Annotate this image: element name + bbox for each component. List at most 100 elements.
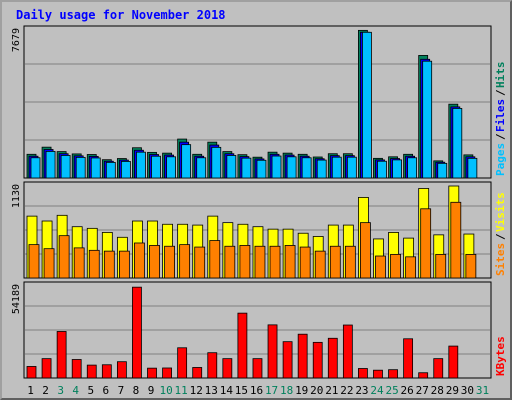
bar-sites-day-6 — [103, 250, 115, 279]
bar-pages-day-6 — [105, 161, 116, 179]
x-tick-label-day-4: 4 — [72, 384, 79, 397]
x-tick-label-day-12: 12 — [190, 384, 203, 397]
bar-sites-day-28 — [435, 253, 447, 279]
bar-kbytes-day-27 — [418, 372, 429, 379]
bar-sites-day-8 — [134, 242, 145, 279]
x-tick-label-day-18: 18 — [280, 384, 293, 397]
bar-sites-day-24 — [375, 255, 386, 279]
bar-sites-day-19 — [299, 246, 311, 279]
x-tick-label-day-24: 24 — [370, 384, 384, 397]
x-tick-label-day-23: 23 — [355, 384, 368, 397]
bar-sites-day-17 — [269, 245, 281, 279]
x-tick-label-day-2: 2 — [42, 384, 49, 397]
x-tick-label-day-1: 1 — [27, 384, 34, 397]
x-tick-label-day-27: 27 — [416, 384, 429, 397]
bar-sites-day-26 — [405, 256, 417, 279]
legend-sites: Sites — [494, 243, 507, 276]
bar-sites-day-22 — [344, 245, 356, 279]
bar-sites-day-14 — [224, 245, 236, 279]
bar-kbytes-day-9 — [147, 367, 157, 379]
x-tick-label-day-19: 19 — [295, 384, 308, 397]
bar-kbytes-day-16 — [252, 358, 263, 379]
bar-kbytes-day-7 — [116, 361, 127, 379]
bar-pages-day-22 — [346, 156, 357, 179]
bar-sites-day-27 — [420, 208, 432, 279]
bar-kbytes-day-3 — [56, 331, 67, 379]
x-tick-label-day-5: 5 — [87, 384, 94, 397]
legend-files: Files — [494, 99, 507, 132]
bar-sites-day-16 — [254, 245, 266, 279]
bar-kbytes-day-25 — [388, 369, 398, 379]
bar-pages-day-21 — [331, 156, 342, 179]
bar-pages-day-15 — [241, 157, 252, 179]
legend-separator: / — [494, 133, 507, 140]
bar-pages-day-18 — [286, 156, 297, 179]
bar-sites-day-12 — [194, 246, 206, 279]
bar-kbytes-day-28 — [433, 358, 444, 379]
x-tick-label-day-17: 17 — [265, 384, 278, 397]
bar-sites-day-29 — [450, 201, 462, 279]
x-tick-label-day-13: 13 — [205, 384, 218, 397]
bar-pages-day-14 — [226, 155, 237, 179]
bar-sites-day-5 — [88, 249, 100, 279]
bar-kbytes-day-11 — [177, 347, 188, 379]
bar-kbytes-day-12 — [192, 367, 203, 379]
x-tick-label-day-21: 21 — [325, 384, 338, 397]
bar-sites-day-3 — [58, 235, 70, 279]
chart-title: Daily usage for November 2018 — [16, 8, 226, 22]
bar-kbytes-day-22 — [342, 324, 353, 379]
bar-sites-day-2 — [43, 248, 55, 279]
bar-sites-day-1 — [28, 244, 40, 279]
bar-sites-day-11 — [179, 244, 191, 279]
x-tick-label-day-22: 22 — [340, 384, 353, 397]
panel-3-ymax-label: 54189 — [11, 284, 22, 314]
bar-kbytes-day-19 — [297, 333, 308, 379]
x-tick-label-day-16: 16 — [250, 384, 263, 397]
bar-sites-day-4 — [73, 247, 85, 279]
bar-pages-day-8 — [136, 151, 146, 179]
legend-hits: Hits — [494, 62, 507, 89]
bar-pages-day-28 — [437, 162, 448, 179]
bar-pages-day-26 — [407, 157, 418, 179]
x-tick-label-day-7: 7 — [118, 384, 125, 397]
x-tick-label-day-30: 30 — [461, 384, 474, 397]
bar-pages-day-3 — [60, 155, 71, 179]
bar-pages-day-5 — [90, 157, 101, 179]
x-tick-label-day-9: 9 — [148, 384, 155, 397]
bar-kbytes-day-2 — [41, 358, 52, 379]
legend-kbytes: KBytes — [494, 336, 507, 376]
bar-pages-day-17 — [271, 155, 282, 179]
bar-pages-day-27 — [422, 60, 433, 179]
bar-pages-day-16 — [256, 159, 267, 179]
bar-kbytes-day-8 — [132, 286, 142, 379]
x-tick-label-day-6: 6 — [103, 384, 110, 397]
bar-kbytes-day-15 — [237, 312, 248, 379]
bar-pages-day-1 — [30, 157, 41, 179]
panel-2-ymax-label: 1130 — [11, 184, 22, 208]
bar-kbytes-day-29 — [448, 345, 459, 379]
bar-kbytes-day-4 — [71, 359, 82, 379]
bar-kbytes-day-17 — [267, 324, 278, 379]
bar-pages-day-29 — [452, 108, 463, 179]
bar-sites-day-30 — [465, 253, 477, 279]
bar-kbytes-day-6 — [101, 364, 112, 379]
bar-kbytes-day-13 — [207, 352, 218, 379]
bar-kbytes-day-14 — [222, 358, 233, 379]
x-tick-label-day-25: 25 — [385, 384, 398, 397]
bar-sites-day-23 — [360, 222, 371, 279]
bar-pages-day-25 — [392, 159, 402, 179]
bar-pages-day-12 — [196, 157, 207, 179]
x-tick-label-day-10: 10 — [159, 384, 172, 397]
x-tick-label-day-14: 14 — [220, 384, 234, 397]
bar-kbytes-day-23 — [358, 368, 368, 379]
bar-pages-day-11 — [181, 144, 192, 179]
bar-pages-day-30 — [467, 157, 478, 179]
bar-sites-day-15 — [239, 245, 251, 279]
bar-sites-day-25 — [390, 253, 401, 279]
legend-pages: Pages — [494, 143, 507, 176]
bar-kbytes-day-26 — [403, 338, 414, 379]
legend-separator: / — [494, 89, 507, 96]
panel-1-ymax-label: 7679 — [11, 28, 22, 52]
bar-pages-day-13 — [211, 146, 222, 179]
